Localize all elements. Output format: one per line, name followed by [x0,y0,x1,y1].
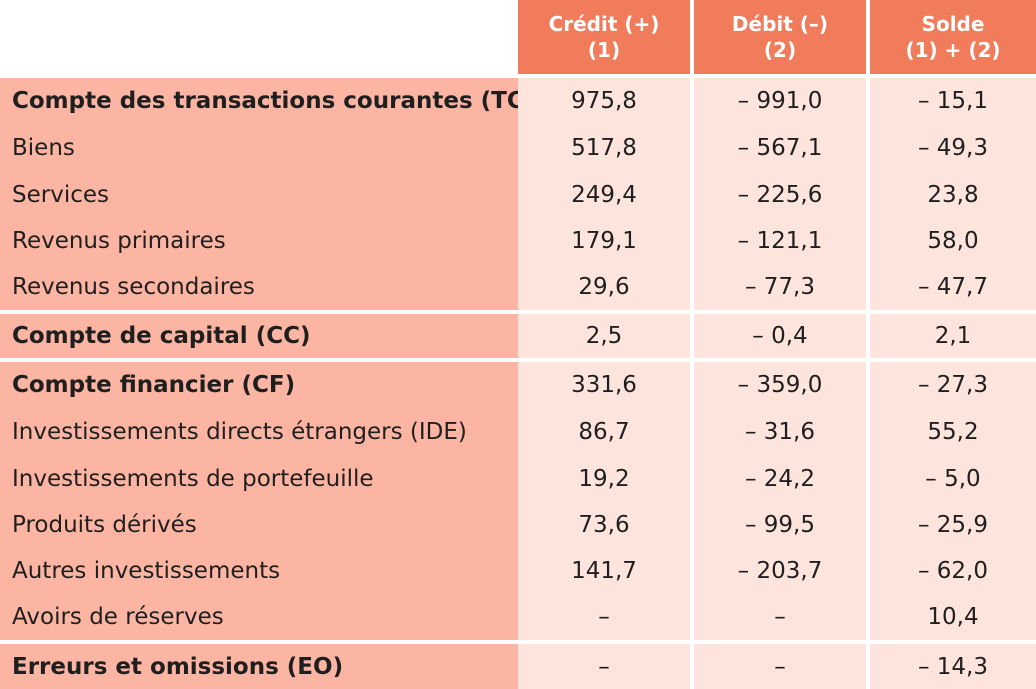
row-label-eo: Erreurs et omissions (EO) [0,644,518,689]
cell-debit: – 99,5 [694,502,866,548]
cell-debit: – 991,0 [694,78,866,124]
row-label-ide: Investissements directs étrangers (IDE) [0,408,518,455]
column-divider [690,502,694,548]
cell-debit: – 24,2 [694,455,866,502]
cell-debit: – 203,7 [694,548,866,594]
row-divider [0,358,1036,362]
column-divider [866,264,870,310]
cell-credit: 2,5 [518,314,690,358]
cell-solde: – 25,9 [870,502,1036,548]
cell-solde: – 62,0 [870,548,1036,594]
column-divider [866,644,870,689]
cell-solde: – 5,0 [870,455,1036,502]
header-debit-line2: (2) [763,38,797,62]
cell-solde: – 49,3 [870,124,1036,171]
row-divider [0,74,1036,78]
cell-credit: – [518,644,690,689]
cell-debit: – 567,1 [694,124,866,171]
row-label-avoirs-reserves: Avoirs de réserves [0,594,518,640]
column-divider [690,548,694,594]
cell-solde: – 14,3 [870,644,1036,689]
row-label-revenus-secondaires: Revenus secondaires [0,264,518,310]
header-solde-line2: (1) + (2) [905,38,1001,62]
cell-credit: – [518,594,690,640]
row-label-tc: Compte des transactions courantes (TC) [0,78,534,124]
row-divider [0,640,1036,644]
row-label-autres-investissements: Autres investissements [0,548,518,594]
header-debit-line1: Débit (–) [731,12,829,36]
column-divider [690,594,694,640]
cell-credit: 141,7 [518,548,690,594]
column-divider [866,408,870,455]
column-divider [866,171,870,218]
column-divider [690,264,694,310]
cell-solde: 2,1 [870,314,1036,358]
cell-debit: – 359,0 [694,362,866,408]
cell-credit: 29,6 [518,264,690,310]
column-divider [866,124,870,171]
column-divider [866,548,870,594]
cell-solde: – 15,1 [870,78,1036,124]
cell-debit: – 77,3 [694,264,866,310]
cell-debit: – 0,4 [694,314,866,358]
cell-credit: 86,7 [518,408,690,455]
row-label-cc: Compte de capital (CC) [0,314,518,358]
column-divider [690,362,694,408]
header-debit: Débit (–) (2) [694,0,866,74]
cell-solde: 55,2 [870,408,1036,455]
cell-credit: 331,6 [518,362,690,408]
column-divider [866,0,870,74]
cell-credit: 975,8 [518,78,690,124]
cell-debit: – [694,594,866,640]
header-credit-line1: Crédit (+) [548,12,660,36]
header-blank-cell [0,0,518,74]
column-divider [866,362,870,408]
header-solde-line1: Solde [921,12,985,36]
cell-solde: 10,4 [870,594,1036,640]
row-label-produits-derives: Produits dérivés [0,502,518,548]
row-label-cf: Compte financier (CF) [0,362,518,408]
row-label-biens: Biens [0,124,518,171]
column-divider [866,455,870,502]
cell-solde: 58,0 [870,218,1036,264]
cell-debit: – 225,6 [694,171,866,218]
column-divider [690,124,694,171]
header-solde: Solde (1) + (2) [870,0,1036,74]
column-divider [866,502,870,548]
header-credit: Crédit (+) (1) [518,0,690,74]
column-divider [866,314,870,358]
cell-solde: – 27,3 [870,362,1036,408]
cell-debit: – 121,1 [694,218,866,264]
cell-credit: 517,8 [518,124,690,171]
cell-solde: 23,8 [870,171,1036,218]
column-divider [690,314,694,358]
column-divider [690,644,694,689]
cell-debit: – 31,6 [694,408,866,455]
column-divider [690,455,694,502]
column-divider [690,0,694,74]
column-divider [866,594,870,640]
row-divider [0,310,1036,314]
row-label-services: Services [0,171,518,218]
column-divider [690,218,694,264]
column-divider [866,218,870,264]
row-label-portefeuille: Investissements de portefeuille [0,455,518,502]
row-label-revenus-primaires: Revenus primaires [0,218,518,264]
cell-solde: – 47,7 [870,264,1036,310]
column-divider [866,78,870,124]
cell-debit: – [694,644,866,689]
column-divider [690,408,694,455]
column-divider [690,171,694,218]
cell-credit: 249,4 [518,171,690,218]
column-divider [690,78,694,124]
cell-credit: 19,2 [518,455,690,502]
header-credit-line2: (1) [587,38,621,62]
cell-credit: 179,1 [518,218,690,264]
cell-credit: 73,6 [518,502,690,548]
